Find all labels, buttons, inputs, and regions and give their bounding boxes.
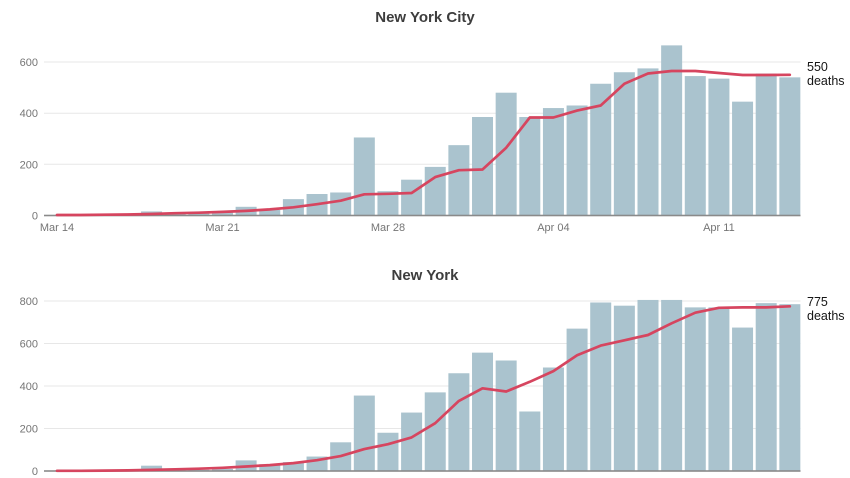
bar-apr-02 [495,92,517,216]
bar-apr-08 [637,299,659,471]
bar-mar-26 [330,192,352,216]
chart-new-york-state: New York 0 200 400 600 800 775 deaths [0,239,850,478]
y-axis-tick-label: 400 [20,108,38,120]
bar-apr-10 [684,76,706,216]
bar-apr-14 [779,77,801,216]
y-axis-tick-label: 0 [32,211,38,223]
bar-apr-01 [472,117,494,216]
y-axis-tick-label: 600 [20,339,38,351]
bar-apr-04 [542,108,564,216]
y-axis-tick-label: 800 [20,296,38,308]
y-axis-tick-label: 400 [20,381,38,393]
bar-apr-04 [542,367,564,471]
bar-mar-31 [448,145,470,216]
bar-apr-05 [566,328,588,472]
annotation-unit: deaths [807,74,845,88]
bar-mar-31 [448,373,470,471]
bar-apr-09 [661,299,683,471]
annotation-value: 550 [807,60,828,74]
x-axis-tick-label: Mar 14 [40,222,74,234]
x-axis-tick-label: Mar 21 [205,222,239,234]
bar-apr-10 [684,307,706,472]
bar-mar-28 [377,432,399,471]
bar-apr-07 [613,305,635,471]
bar-apr-12 [732,327,754,471]
x-axis-line [44,470,801,472]
bar-apr-02 [495,360,517,471]
bar-mar-30 [424,392,446,472]
y-axis-tick-label: 200 [20,424,38,436]
y-axis-tick-label: 600 [20,57,38,69]
bar-apr-07 [613,72,635,216]
x-axis-tick-label: Mar 28 [371,222,405,234]
bar-mar-24 [282,462,304,471]
bar-mar-20 [188,212,210,216]
x-axis-tick-label: Apr 04 [537,222,569,234]
bar-apr-11 [708,78,730,216]
y-axis-tick-label: 0 [32,466,38,478]
bar-mar-27 [353,137,375,216]
bar-apr-06 [590,302,612,471]
x-axis-tick-label: Apr 11 [703,222,735,234]
bar-apr-13 [755,73,777,216]
bar-apr-06 [590,83,612,216]
plot-area-nyc: 0 200 400 600 Mar 14 Mar 21 Mar 28 Apr 04 Apr 11 [20,45,801,234]
bar-mar-29 [401,179,423,216]
bar-mar-29 [401,412,423,471]
line-end-annotation-ny: 775 deaths [807,295,845,323]
bar-apr-11 [708,307,730,472]
bar-apr-01 [472,352,494,471]
bar-mar-27 [353,395,375,471]
bar-mar-18 [141,465,163,471]
chart-title-nyc: New York City [375,9,475,26]
x-axis-line [44,214,801,217]
bar-apr-14 [779,304,801,471]
bar-mar-21 [211,212,233,216]
chart-title-ny: New York [391,267,459,284]
bar-mar-23 [259,209,281,216]
bar-apr-08 [637,68,659,216]
line-end-annotation-nyc: 550 deaths [807,60,845,88]
plot-area-ny: 0 200 400 600 800 [20,296,801,478]
bar-apr-09 [661,45,683,216]
chart-new-york-city: New York City 0 200 400 600 Mar 14 Mar 21 Mar … [20,9,845,234]
bar-apr-13 [755,303,777,472]
bar-apr-05 [566,105,588,216]
bar-mar-21 [211,468,233,472]
y-axis-tick-label: 200 [20,159,38,171]
annotation-unit: deaths [807,309,845,323]
annotation-value: 775 [807,295,828,309]
bar-mar-23 [259,464,281,471]
average-trend-line [55,304,792,473]
bar-mar-28 [377,191,399,216]
bar-apr-03 [519,411,541,471]
bar-apr-03 [519,117,541,216]
average-trend-line [55,69,792,217]
bar-apr-12 [732,101,754,216]
